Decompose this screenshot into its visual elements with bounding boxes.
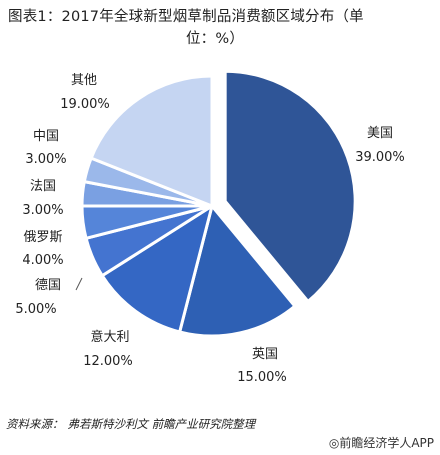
source-note: 资料来源： 弗若斯特沙利文 前瞻产业研究院整理 <box>6 416 259 432</box>
pie-slices <box>80 69 357 338</box>
slice-label-name-2: 意大利 <box>90 329 129 345</box>
chart-title-line2: 位：%） <box>185 31 245 47</box>
pie-slice-2 <box>100 204 214 334</box>
slice-label-name-6: 中国 <box>33 129 59 144</box>
brand-watermark: ◎前瞻经济学人APP <box>328 436 434 450</box>
chart-title: 图表1：2017年全球新型烟草制品消费额区域分布（单 位：%） <box>8 6 432 50</box>
slice-label-value-4: 4.00% <box>22 253 63 268</box>
slice-label-name-0: 美国 <box>367 126 393 141</box>
pie-slice-0 <box>223 69 357 303</box>
pie-slice-7 <box>89 74 214 208</box>
slice-label-value-0: 39.00% <box>355 150 405 165</box>
slice-label-value-5: 3.00% <box>22 203 63 218</box>
slice-label-name-7: 其他 <box>71 73 97 88</box>
leader-line-germany <box>75 277 83 291</box>
slice-label-name-5: 法国 <box>30 179 56 194</box>
slice-label-value-2: 12.00% <box>83 354 133 369</box>
slice-label-value-6: 3.00% <box>25 152 66 167</box>
slice-label-name-1: 英国 <box>252 347 278 362</box>
slice-label-value-3: 5.00% <box>15 302 56 317</box>
source-text: 弗若斯特沙利文 前瞻产业研究院整理 <box>67 417 256 431</box>
slice-label-name-4: 俄罗斯 <box>23 230 62 245</box>
slice-label-value-1: 15.00% <box>237 370 287 385</box>
chart-title-line1: 图表1：2017年全球新型烟草制品消费额区域分布（单 <box>8 9 364 25</box>
pie-slice-1 <box>178 204 297 338</box>
slice-label-value-7: 19.00% <box>60 97 110 112</box>
source-label: 资料来源： <box>6 417 64 431</box>
slice-label-name-3: 德国 <box>35 278 61 293</box>
pie-labels: 美国 39.00% 英国 15.00% 意大利 12.00% 德国 5.00% 俄罗斯 4.00%… <box>15 73 404 385</box>
